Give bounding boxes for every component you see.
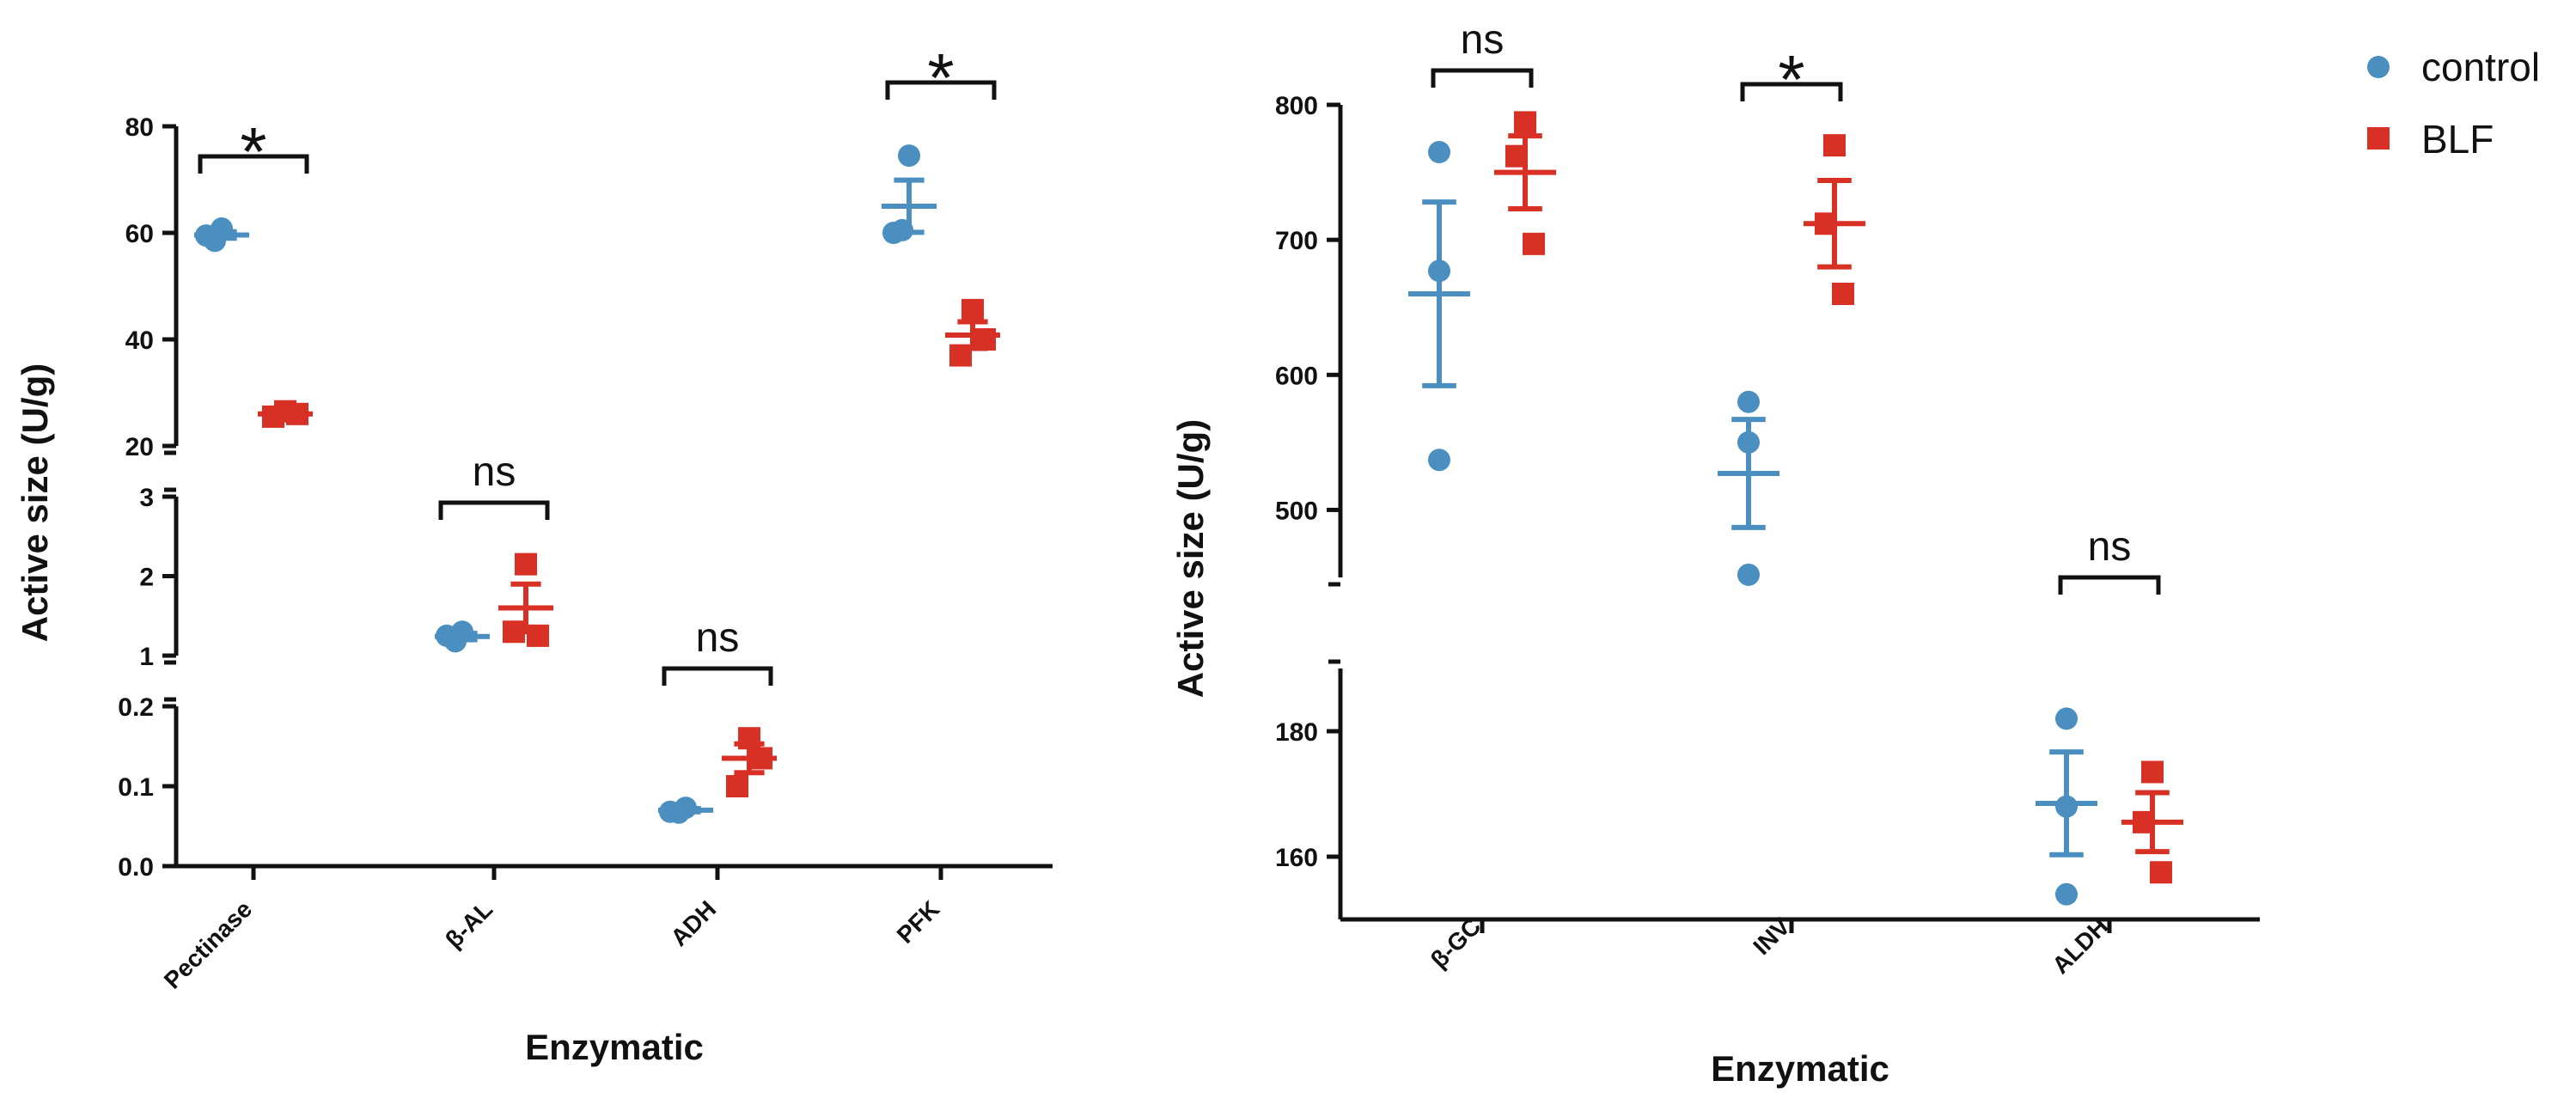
legend-control-label: control bbox=[2421, 45, 2540, 89]
data-point-BLF bbox=[515, 552, 537, 576]
data-point-BLF bbox=[1832, 283, 1854, 305]
legend-blf-marker bbox=[2367, 127, 2390, 150]
legend-blf-label: BLF bbox=[2421, 117, 2494, 162]
y-tick-label: 0.1 bbox=[118, 773, 154, 802]
y-tick-label: 180 bbox=[1275, 718, 1318, 747]
significance-bracket bbox=[2058, 575, 2161, 595]
significance-bracket bbox=[662, 666, 773, 686]
y-axis-title: Active size (U/g) bbox=[15, 363, 55, 642]
significance-label: * bbox=[927, 40, 954, 116]
chart-left: 0.0 0.1 0.2 1 2 3 20 40 60 80 Pectinase β-AL ADH PFK A… bbox=[15, 40, 1053, 1067]
x-tick-label: β-GC bbox=[1425, 913, 1486, 973]
significance-bracket bbox=[1431, 68, 1534, 88]
significance-label: * bbox=[1778, 41, 1804, 118]
data-point-BLF bbox=[503, 620, 525, 644]
data-point-BLF bbox=[1505, 144, 1528, 168]
data-point-BLF bbox=[974, 328, 996, 351]
y-tick-label: 800 bbox=[1275, 92, 1318, 120]
data-point-control bbox=[891, 218, 913, 241]
legend-control-marker bbox=[2367, 56, 2390, 78]
significance-label: ns bbox=[696, 615, 740, 661]
data-point-BLF bbox=[949, 344, 972, 367]
data-point-control bbox=[2055, 795, 2078, 818]
data-point-control bbox=[1737, 390, 1760, 413]
data-point-BLF bbox=[2150, 861, 2172, 884]
y-tick-label: 0.0 bbox=[118, 853, 154, 882]
data-point-BLF bbox=[726, 775, 748, 797]
y-tick-label: 40 bbox=[125, 327, 154, 355]
x-tick-label: ADH bbox=[665, 895, 721, 951]
y-axis-title: Active size (U/g) bbox=[1170, 419, 1211, 698]
data-point-control bbox=[2055, 882, 2078, 906]
legend: control BLF bbox=[2367, 45, 2540, 162]
y-tick-label: 500 bbox=[1275, 497, 1318, 525]
data-point-control bbox=[1737, 430, 1760, 454]
x-axis-title: Enzymatic bbox=[1711, 1048, 1889, 1089]
data-point-control bbox=[1428, 141, 1450, 163]
data-point-control bbox=[1428, 449, 1450, 472]
significance-bracket bbox=[198, 154, 309, 174]
data-point-BLF bbox=[286, 402, 308, 425]
data-point-control bbox=[444, 630, 467, 653]
significance-bracket bbox=[438, 500, 550, 520]
significance-bracket bbox=[1740, 82, 1843, 101]
data-point-BLF bbox=[750, 747, 772, 770]
significance-bracket bbox=[885, 80, 997, 100]
y-tick-label: 80 bbox=[125, 113, 154, 142]
y-tick-label: 1 bbox=[139, 643, 154, 671]
data-point-control bbox=[204, 229, 226, 253]
y-tick-label: 2 bbox=[139, 564, 154, 592]
data-point-control bbox=[668, 801, 690, 824]
data-point-control bbox=[1737, 563, 1760, 586]
y-tick-label: 600 bbox=[1275, 362, 1318, 390]
significance-label: ns bbox=[1461, 17, 1505, 63]
data-point-BLF bbox=[1514, 111, 1536, 134]
data-point-BLF bbox=[738, 727, 760, 750]
y-tick-label: 3 bbox=[139, 484, 154, 512]
data-point-BLF bbox=[961, 298, 984, 321]
data-point-BLF bbox=[262, 405, 284, 428]
x-axis-title: Enzymatic bbox=[525, 1027, 704, 1067]
significance-label: * bbox=[240, 113, 266, 190]
y-tick-label: 160 bbox=[1275, 844, 1318, 872]
x-tick-label: ALDH bbox=[2047, 913, 2113, 979]
data-point-control bbox=[898, 144, 920, 168]
data-point-BLF bbox=[1523, 232, 1545, 255]
y-tick-label: 20 bbox=[125, 433, 154, 461]
data-point-BLF bbox=[1815, 212, 1837, 235]
data-point-BLF bbox=[2133, 810, 2155, 833]
y-tick-label: 60 bbox=[125, 220, 154, 248]
x-tick-label: β-AL bbox=[440, 895, 497, 953]
x-tick-label: PFK bbox=[892, 895, 945, 949]
y-tick-label: 0.2 bbox=[118, 693, 154, 722]
y-tick-label: 700 bbox=[1275, 227, 1318, 255]
data-point-BLF bbox=[2141, 760, 2164, 784]
data-point-BLF bbox=[527, 624, 549, 647]
data-point-control bbox=[2055, 707, 2078, 730]
data-point-control bbox=[1428, 259, 1450, 283]
x-tick-label: Pectinase bbox=[159, 895, 257, 993]
significance-label: ns bbox=[2088, 524, 2132, 570]
data-point-BLF bbox=[1823, 134, 1846, 157]
significance-label: ns bbox=[473, 449, 516, 495]
